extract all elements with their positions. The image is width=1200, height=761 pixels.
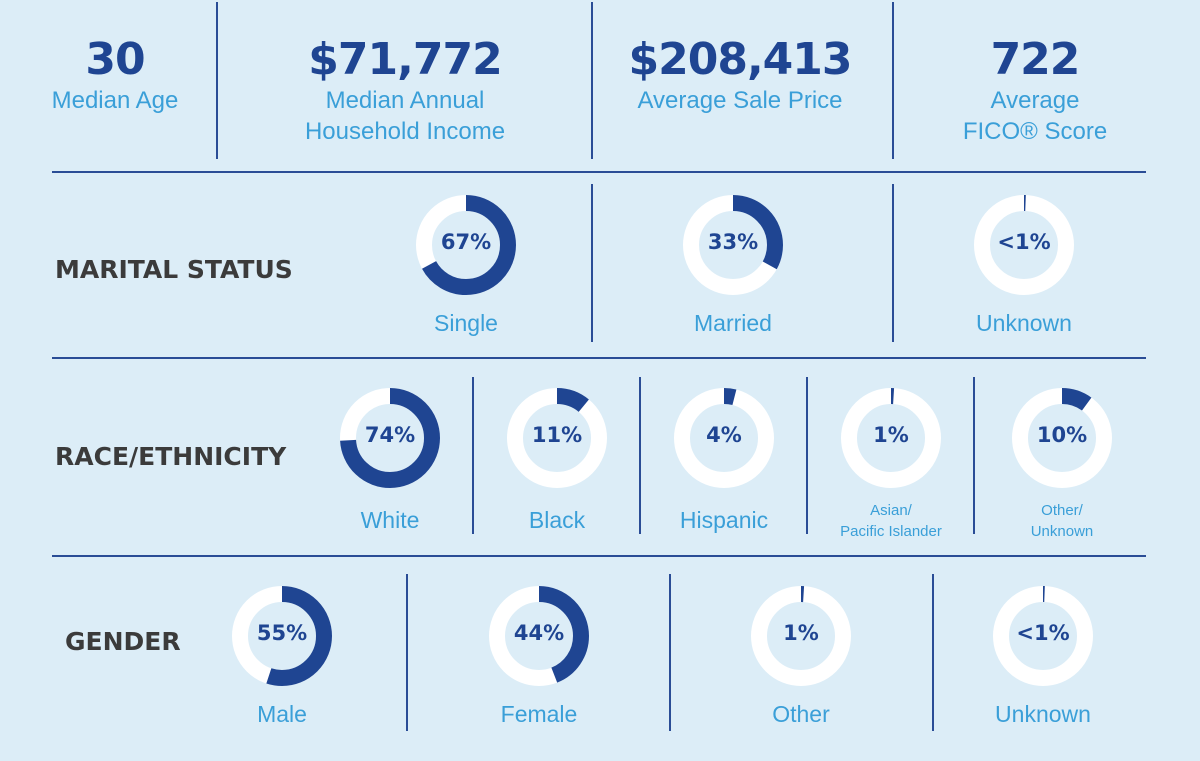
donut-svg [507,388,607,488]
donut-value-label: 4% [706,423,742,447]
category-label: Married [694,310,772,336]
category-label: Other [772,701,830,727]
donut-white: 74% [338,386,442,490]
donut-hispanic: 4% [672,386,776,490]
divider [973,377,975,534]
category-label: Asian/Pacific Islander [840,502,942,540]
divider [806,377,808,534]
donut-value-label: 74% [364,423,416,447]
donut-value-label: 55% [256,621,308,645]
category-label: Single [434,310,498,336]
donut-svg [683,195,783,295]
donut-svg [416,195,516,295]
donut-black: 11% [505,386,609,490]
category-label: Male [257,701,307,727]
donut-arc [674,388,774,488]
donut-arc [751,586,851,686]
section-divider [52,171,1146,173]
divider [669,574,671,731]
divider [216,2,218,159]
divider [406,574,408,731]
marital-status-title: MARITAL STATUS [55,255,293,284]
donut-svg [974,195,1074,295]
donut-arc [416,195,516,295]
donut-arc [232,586,332,686]
gender-title: GENDER [65,627,181,656]
donut-male: 55% [230,584,334,688]
category-label: Unknown [976,310,1072,336]
donut-value-label: 1% [873,423,909,447]
stat-label: Average Sale Price [637,87,843,114]
section-divider [52,357,1146,359]
donut-svg [993,586,1093,686]
stat-label: Median Age [51,87,179,114]
donut-svg [674,388,774,488]
stat-value: 30 [85,34,145,85]
donut-arc [974,195,1074,295]
stat-median-age: 30 Median Age [20,35,210,116]
donut-value-label: 67% [440,230,492,254]
stat-value: $208,413 [628,34,852,85]
donut-unknown: <1% [991,584,1095,688]
donut-arc [993,586,1093,686]
divider [892,2,894,159]
donut-svg [1012,388,1112,488]
donut-svg [841,388,941,488]
donut-value-label: 1% [783,621,819,645]
stat-label: Average FICO® Score [962,87,1108,145]
stat-value: 722 [990,34,1081,85]
donut-svg [489,586,589,686]
category-label: Hispanic [679,507,769,533]
race-ethnicity-title: RACE/ETHNICITY [55,442,287,471]
stat-label: Median Annual Household Income [304,87,506,145]
stat-household-income: $71,772 Median Annual Household Income [290,35,520,147]
divider [591,2,593,159]
divider [932,574,934,731]
category-label: Black [528,507,586,533]
donut-married: 33% [681,193,785,297]
donut-arc [683,195,783,295]
divider [892,184,894,342]
donut-female: 44% [487,584,591,688]
donut-arc [340,388,440,488]
donut-unknown: <1% [972,193,1076,297]
donut-other-unknown: 10% [1010,386,1114,490]
donut-asian-pacific-islander: 1% [839,386,943,490]
donut-value-label: 33% [707,230,759,254]
stat-fico-score: 722 Average FICO® Score [950,35,1120,147]
donut-value-label: 44% [513,621,565,645]
donut-arc [489,586,589,686]
donut-arc [1012,388,1112,488]
category-label: Unknown [995,701,1091,727]
section-divider [52,555,1146,557]
donut-arc [841,388,941,488]
donut-other: 1% [749,584,853,688]
category-label: Other/Unknown [1030,502,1094,540]
divider [639,377,641,534]
donut-value-label: 11% [531,423,583,447]
donut-value-label: <1% [997,230,1051,254]
donut-single: 67% [414,193,518,297]
category-label: Female [500,701,578,727]
category-label: White [360,507,420,533]
divider [472,377,474,534]
donut-arc [507,388,607,488]
donut-value-label: 10% [1036,423,1088,447]
divider [591,184,593,342]
donut-svg [232,586,332,686]
donut-svg [751,586,851,686]
donut-value-label: <1% [1016,621,1070,645]
stat-sale-price: $208,413 Average Sale Price [610,35,870,116]
donut-svg [340,388,440,488]
stat-value: $71,772 [308,34,502,85]
